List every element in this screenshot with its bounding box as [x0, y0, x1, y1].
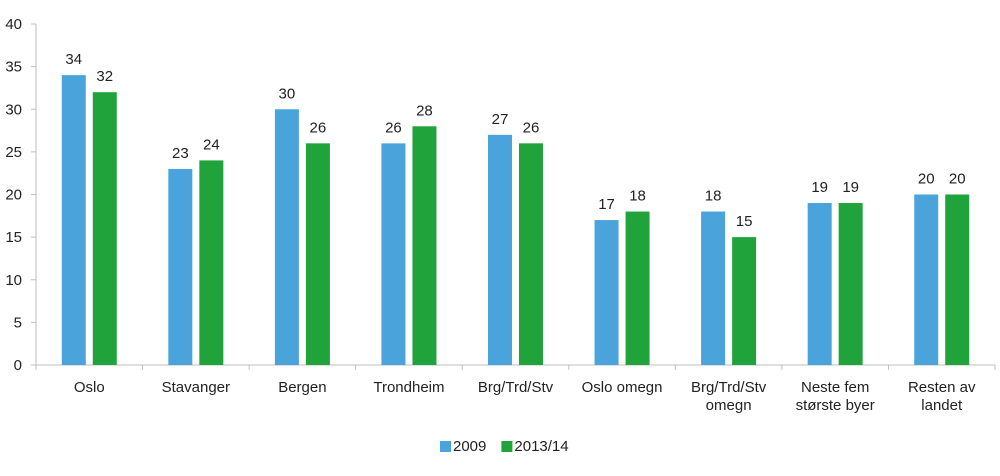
x-category-label-line: Trondheim [373, 379, 444, 396]
bar-201314-1 [199, 160, 224, 365]
bar-2009-5 [594, 220, 619, 365]
y-tick-label: 10 [5, 272, 22, 289]
x-category-label: Stavanger [162, 379, 230, 396]
y-tick-label: 0 [14, 357, 22, 374]
x-category-label: Bergen [278, 379, 326, 396]
bar-2009-2 [274, 109, 299, 365]
bar-201314-2 [305, 143, 330, 365]
bar-2009-3 [381, 143, 406, 365]
x-category-label-line: omegn [706, 397, 752, 414]
data-label: 18 [705, 188, 722, 205]
bar-201314-4 [519, 143, 543, 365]
bar-2009-8 [914, 194, 939, 365]
x-category-label-line: Bergen [278, 379, 326, 396]
legend-label: 2009 [453, 438, 486, 455]
bar-201314-3 [412, 126, 437, 365]
legend-swatch [440, 441, 451, 452]
x-category-label-line: Stavanger [162, 379, 230, 396]
data-label: 24 [203, 136, 220, 153]
data-label: 27 [492, 111, 509, 128]
data-label: 19 [811, 179, 828, 196]
x-category-label-line: Neste fem [801, 379, 869, 396]
bar-2009-7 [807, 203, 832, 365]
bar-201314-0 [92, 92, 117, 365]
x-category-label: Oslo [74, 379, 105, 396]
y-tick-label: 30 [5, 101, 22, 118]
data-label: 28 [416, 102, 433, 119]
x-category-label-line: Oslo omegn [582, 379, 663, 396]
data-label: 34 [65, 51, 82, 68]
bar-201314-8 [945, 194, 970, 365]
axes: 0 5 10 15 20 25 30 35 40 [5, 16, 996, 374]
data-label: 20 [949, 171, 966, 188]
legend-label: 2013/14 [514, 438, 568, 455]
data-label: 17 [598, 196, 615, 213]
y-tick-label: 25 [5, 144, 22, 161]
y-tick-label: 5 [14, 314, 22, 331]
y-tick-label: 15 [5, 229, 22, 246]
bar-2009-1 [168, 168, 193, 365]
legend-swatch [501, 441, 513, 452]
x-category-label-line: Resten av [908, 379, 976, 396]
data-label: 19 [842, 179, 859, 196]
x-category-label-line: Brg/Trd/Stv [478, 379, 554, 396]
bar-2009-0 [61, 75, 86, 366]
x-category-label-line: største byer [796, 397, 875, 414]
x-category-label-line: Oslo [74, 379, 105, 396]
data-label: 23 [172, 145, 189, 162]
data-label: 26 [523, 119, 540, 136]
x-category-label-line: landet [921, 397, 963, 414]
bar-201314-5 [625, 211, 650, 365]
bar-201314-6 [732, 237, 757, 365]
x-category-label: Resten av landet [908, 379, 976, 414]
data-label: 30 [279, 85, 296, 102]
y-tick-label: 35 [5, 59, 22, 76]
data-label: 32 [96, 68, 113, 85]
data-label: 26 [385, 119, 402, 136]
x-category-label-line: Brg/Trd/Stv [691, 379, 767, 396]
x-category-label: Brg/Trd/Stv [478, 379, 554, 396]
data-label: 18 [629, 188, 646, 205]
labels: 34 32 Oslo 23 24 Stavanger 30 26 Bergen 26 28 Trond… [65, 51, 976, 414]
y-tick-label: 20 [5, 187, 22, 204]
data-label: 15 [736, 213, 753, 230]
y-tick-label: 40 [5, 16, 22, 33]
bar-201314-7 [838, 203, 863, 365]
bar-2009-6 [701, 211, 726, 365]
bars [61, 75, 970, 366]
data-label: 20 [918, 171, 935, 188]
x-category-label: Trondheim [373, 379, 444, 396]
x-category-label: Brg/Trd/Stv omegn [691, 379, 767, 414]
x-category-label: Neste fem største byer [796, 379, 875, 414]
legend: 2009 2013/14 [440, 438, 569, 455]
bar-2009-4 [488, 134, 512, 365]
data-label: 26 [310, 119, 327, 136]
x-category-label: Oslo omegn [582, 379, 663, 396]
